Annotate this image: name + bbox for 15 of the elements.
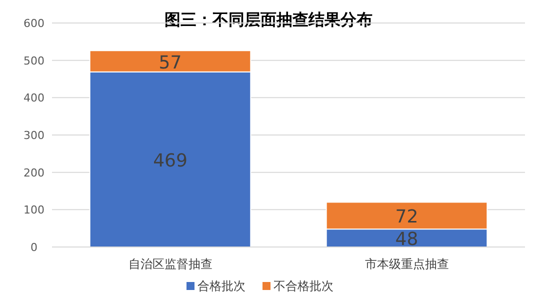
y-tick-label: 200 <box>24 166 44 180</box>
x-tick-label: 自治区监督抽查 <box>128 257 212 271</box>
data-label: 48 <box>395 229 418 250</box>
x-tick-label: 市本级重点抽查 <box>364 257 449 271</box>
legend-label: 合格批次 <box>198 279 246 293</box>
y-tick-label: 100 <box>24 204 44 217</box>
data-label: 72 <box>395 206 418 228</box>
y-tick-label: 600 <box>24 17 44 30</box>
data-label: 469 <box>153 150 188 172</box>
data-label: 57 <box>158 52 182 74</box>
y-tick-label: 0 <box>30 241 38 254</box>
legend-label: 不合格批次 <box>274 279 334 293</box>
y-tick-label: 500 <box>24 54 44 68</box>
y-tick-label: 300 <box>24 129 44 142</box>
y-tick-label: 400 <box>24 92 44 105</box>
